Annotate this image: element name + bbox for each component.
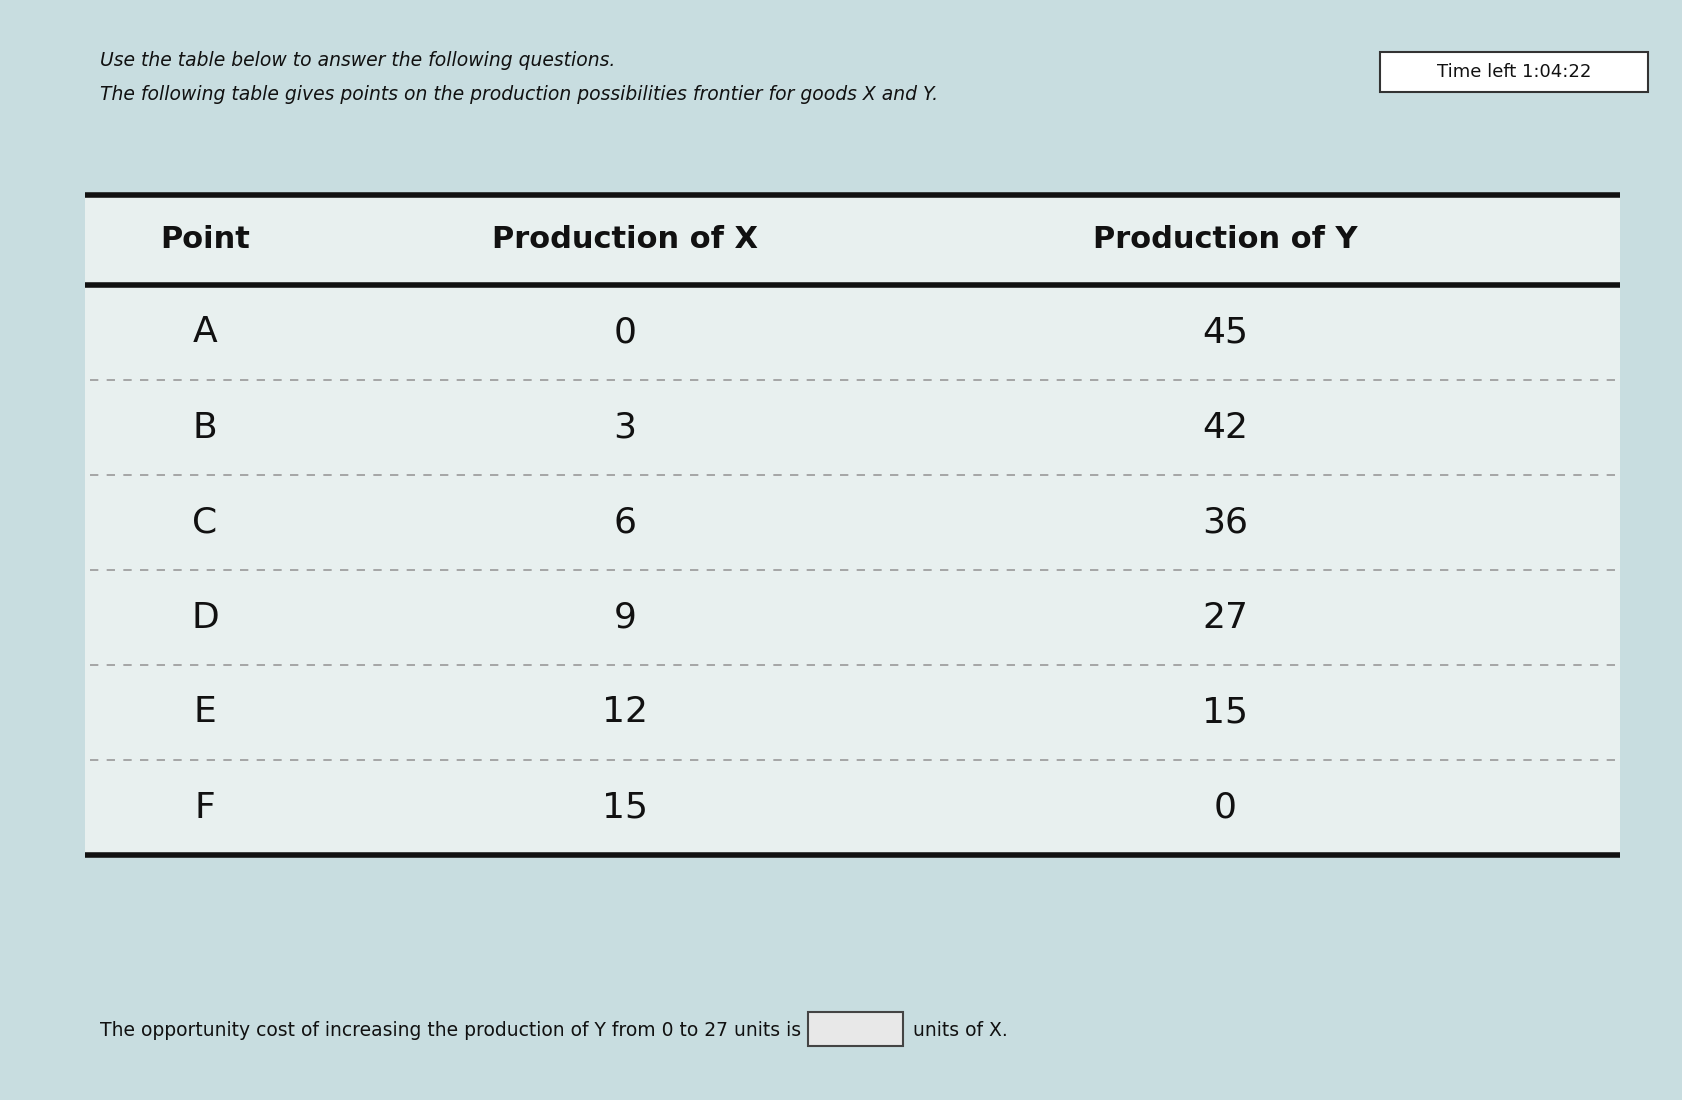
Text: C: C (192, 506, 217, 539)
Text: 15: 15 (1201, 695, 1248, 729)
Text: E: E (193, 695, 217, 729)
Text: 0: 0 (614, 316, 636, 350)
Text: B: B (192, 410, 217, 444)
Text: units of X.: units of X. (912, 1021, 1008, 1040)
Text: 27: 27 (1201, 601, 1248, 635)
Text: The opportunity cost of increasing the production of Y from 0 to 27 units is: The opportunity cost of increasing the p… (99, 1021, 801, 1040)
Bar (807, 1012, 903, 1046)
Text: Use the table below to answer the following questions.: Use the table below to answer the follow… (99, 51, 616, 69)
Text: 36: 36 (1201, 506, 1248, 539)
Text: Production of X: Production of X (491, 226, 757, 254)
Bar (1379, 52, 1647, 92)
Text: D: D (192, 601, 219, 635)
Text: 6: 6 (614, 506, 636, 539)
Text: The following table gives points on the production possibilities frontier for go: The following table gives points on the … (99, 86, 937, 104)
Text: F: F (195, 791, 215, 825)
Text: Time left 1:04:22: Time left 1:04:22 (1436, 63, 1589, 81)
Text: 9: 9 (614, 601, 636, 635)
Text: 15: 15 (602, 791, 648, 825)
Text: 42: 42 (1201, 410, 1248, 444)
Text: 12: 12 (602, 695, 648, 729)
Bar (86, 195, 1620, 855)
Text: Production of Y: Production of Y (1092, 226, 1356, 254)
Text: A: A (192, 316, 217, 350)
Text: 3: 3 (614, 410, 636, 444)
Text: 0: 0 (1213, 791, 1236, 825)
Text: 45: 45 (1201, 316, 1248, 350)
Text: Point: Point (160, 226, 251, 254)
